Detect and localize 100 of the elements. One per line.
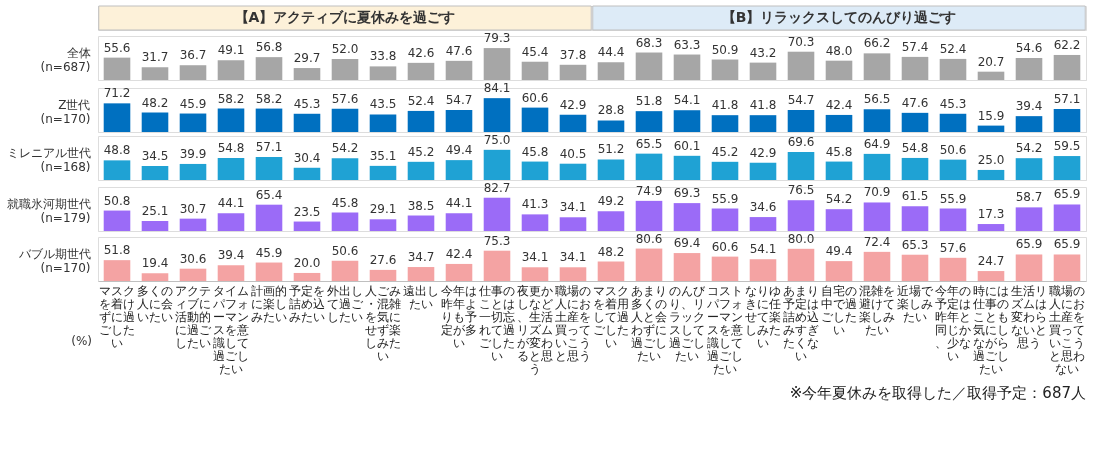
data-label: 65.4 (255, 187, 283, 202)
data-label: 43.2 (749, 45, 777, 60)
bar (1015, 158, 1043, 180)
bar (559, 163, 587, 180)
data-label: 51.8 (103, 243, 131, 258)
data-label: 44.1 (217, 196, 245, 211)
data-label: 64.9 (863, 136, 891, 151)
bar (825, 60, 853, 80)
data-label: 54.2 (331, 141, 359, 156)
data-label: 45.8 (521, 144, 549, 159)
data-label: 25.0 (977, 152, 1005, 167)
data-label: 51.8 (635, 94, 663, 109)
text: ※今年夏休みを取得した／取得予定：687人 (789, 384, 1086, 402)
bar (939, 257, 967, 281)
y-axis-title: ミレニアル世代 (n=168) (6, 145, 91, 174)
bar (1015, 58, 1043, 80)
data-label: 66.2 (863, 36, 891, 51)
data-label: 54.6 (1015, 41, 1043, 56)
bar (331, 59, 359, 80)
bar (939, 58, 967, 80)
data-label: 30.4 (293, 150, 321, 165)
y-axis-title: 就職氷河期世代 (n=179) (6, 196, 91, 225)
bar (217, 213, 245, 231)
bar (407, 215, 435, 231)
bar (901, 56, 929, 80)
data-label: 52.4 (939, 41, 967, 56)
data-label: 45.3 (293, 96, 321, 111)
data-label: 76.5 (787, 183, 815, 198)
bar (255, 57, 283, 80)
data-label: 84.1 (483, 81, 511, 96)
bar (331, 260, 359, 281)
bar (901, 206, 929, 231)
bar (179, 163, 207, 180)
data-label: 54.1 (749, 242, 777, 257)
x-tick-label: 自宅の中で過ごしたい (821, 283, 857, 337)
x-tick-label: あまり予定は詰め込みすぎたくない (783, 283, 819, 363)
data-label: 80.6 (635, 231, 663, 246)
x-tick-label: 時には仕事のことも気にしながら過ごしたい (972, 283, 1009, 376)
x-tick-label: マスクを着けずに過ごしたい (99, 283, 135, 350)
bar (103, 160, 131, 180)
data-label: 52.0 (331, 42, 359, 57)
bar (559, 217, 587, 231)
data-label: 30.6 (179, 251, 207, 266)
bar (331, 158, 359, 180)
x-tick-label: 混雑を避けて楽しみたい (859, 283, 895, 337)
data-label: 63.3 (673, 37, 701, 52)
bar (293, 113, 321, 132)
x-tick-label: コストパフォーマンスを意識して過ごしたい (706, 283, 743, 376)
bar (825, 209, 853, 231)
data-label: 61.5 (901, 189, 929, 204)
data-label: 34.7 (407, 250, 435, 265)
data-label: 45.4 (521, 44, 549, 59)
bar (977, 169, 1005, 180)
bar (597, 159, 625, 180)
data-label: 45.8 (825, 144, 853, 159)
bar (787, 151, 815, 180)
bar (407, 62, 435, 80)
data-label: 57.1 (255, 140, 283, 155)
bar (293, 272, 321, 281)
data-label: 34.1 (559, 250, 587, 265)
data-label: 82.7 (483, 180, 511, 195)
bar (255, 108, 283, 132)
data-label: 44.1 (445, 196, 473, 211)
bar (597, 120, 625, 132)
bar (483, 197, 511, 231)
bar (863, 153, 891, 180)
bar (711, 59, 739, 80)
data-label: 30.7 (179, 201, 207, 216)
bar (521, 161, 549, 180)
data-label: 57.1 (1053, 92, 1081, 107)
data-label: 41.8 (749, 98, 777, 113)
x-tick-label: 職場の人にお土産を買っていこうと思わない (1049, 283, 1085, 376)
data-label: 65.9 (1053, 187, 1081, 202)
data-label: 24.7 (977, 254, 1005, 269)
bar (103, 260, 131, 281)
bar (255, 262, 283, 281)
x-tick-label: 遠出したい (403, 283, 439, 311)
bar (1053, 156, 1081, 180)
data-label: 52.4 (407, 93, 435, 108)
data-label: 74.9 (635, 183, 663, 198)
bar (483, 250, 511, 281)
text: 【B】リラックスしてのんびり過ごす (721, 9, 957, 25)
data-label: 69.4 (673, 236, 701, 251)
data-label: 69.6 (787, 134, 815, 149)
x-tick-label: 近場で楽しみたい (897, 283, 934, 324)
bar (1015, 207, 1043, 231)
bar (711, 115, 739, 132)
bar (179, 268, 207, 281)
bar (787, 248, 815, 281)
bar (369, 66, 397, 80)
text: 【A】アクティブに夏休みを過ごす (234, 9, 456, 25)
bar (749, 259, 777, 281)
data-label: 41.8 (711, 98, 739, 113)
bar (711, 161, 739, 180)
data-label: 58.2 (255, 91, 283, 106)
bar (825, 114, 853, 132)
data-label: 50.6 (331, 243, 359, 258)
bar (863, 53, 891, 80)
data-label: 39.9 (179, 146, 207, 161)
bar (369, 165, 397, 180)
